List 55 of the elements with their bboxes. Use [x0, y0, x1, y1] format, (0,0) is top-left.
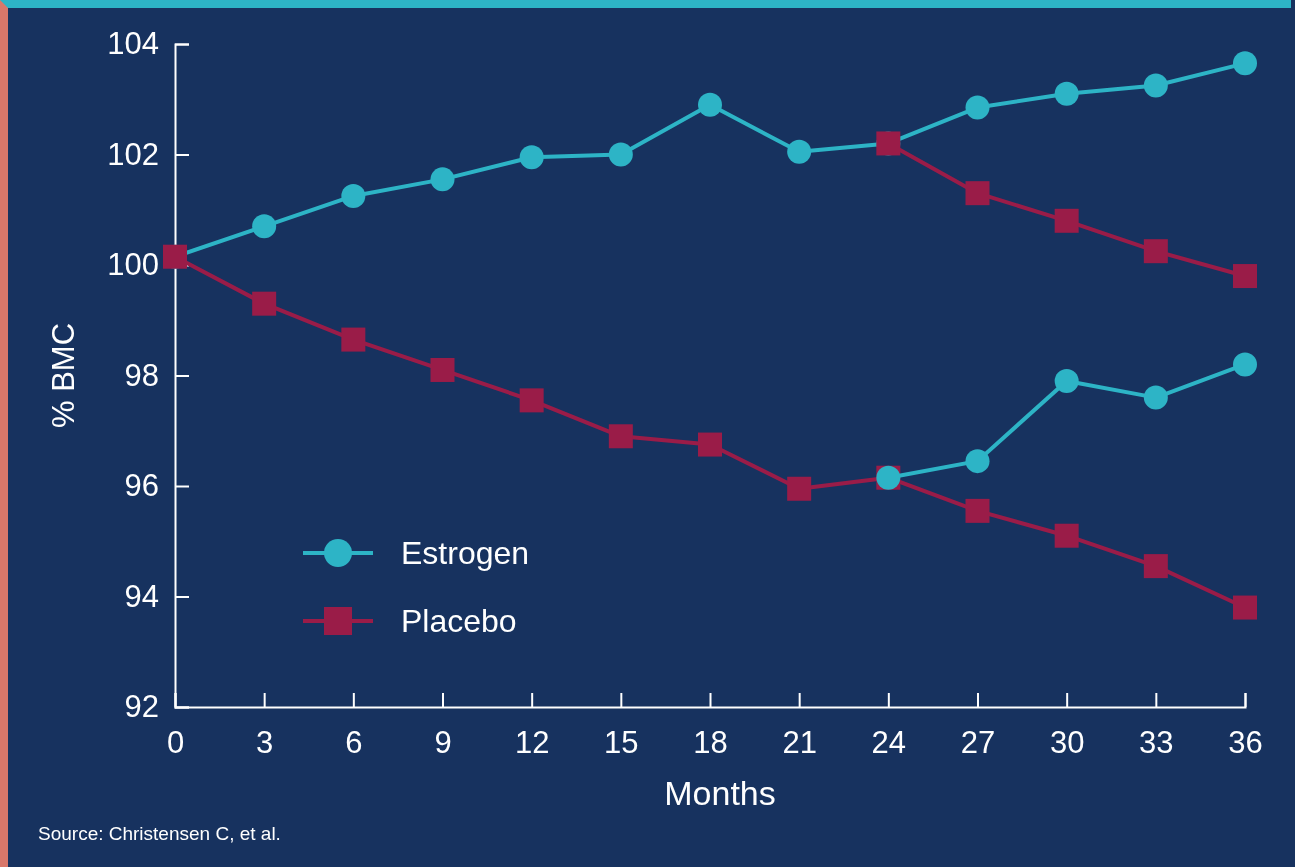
point — [965, 498, 990, 523]
point — [1143, 239, 1168, 264]
point — [965, 181, 990, 206]
point — [787, 139, 812, 164]
point — [1233, 51, 1257, 76]
y-tick-label: 100 — [107, 247, 159, 283]
point — [965, 449, 990, 474]
point — [787, 476, 812, 501]
point — [252, 291, 277, 316]
point — [430, 357, 455, 382]
point — [698, 432, 722, 457]
point — [1054, 81, 1079, 106]
point — [519, 145, 544, 170]
point — [341, 327, 366, 352]
x-tick-label: 33 — [1139, 725, 1174, 761]
x-tick-label: 9 — [434, 725, 452, 761]
x-tick-label: 18 — [693, 725, 728, 761]
legend-label: Estrogen — [401, 535, 530, 571]
point — [1233, 264, 1257, 289]
point — [1054, 208, 1079, 233]
source-note: Source: Christensen C, et al. — [38, 823, 281, 844]
point — [341, 183, 366, 208]
point — [430, 167, 455, 192]
x-tick-label: 21 — [782, 725, 817, 761]
x-tick-label: 24 — [871, 725, 907, 761]
x-tick-label: 30 — [1049, 725, 1085, 761]
point — [1143, 73, 1168, 98]
y-tick-label: 92 — [124, 689, 159, 725]
point — [252, 214, 277, 239]
y-tick-label: 102 — [107, 136, 159, 172]
point — [965, 95, 990, 120]
x-tick-label: 36 — [1228, 725, 1263, 761]
y-tick-label: 96 — [124, 468, 159, 504]
x-tick-label: 6 — [345, 725, 363, 761]
point — [1143, 554, 1168, 579]
point — [698, 92, 722, 117]
point — [1054, 523, 1079, 548]
point — [608, 142, 633, 167]
x-tick-label: 0 — [166, 725, 185, 761]
point — [1233, 595, 1257, 620]
x-axis-title: Months — [664, 774, 776, 812]
x-tick-label: 15 — [604, 725, 639, 761]
y-tick-label: 98 — [124, 357, 159, 393]
point — [1233, 352, 1257, 377]
x-tick-label: 12 — [514, 725, 550, 761]
point — [1054, 369, 1079, 394]
y-tick-label: 94 — [124, 578, 159, 614]
y-axis-title: % BMC — [46, 322, 81, 429]
x-tick-label: 3 — [256, 725, 274, 761]
point — [519, 388, 544, 413]
point — [1143, 385, 1168, 410]
x-tick-label: 27 — [960, 725, 996, 761]
point — [608, 424, 633, 449]
legend-label: Placebo — [401, 603, 517, 639]
y-tick-label: 104 — [107, 26, 159, 62]
